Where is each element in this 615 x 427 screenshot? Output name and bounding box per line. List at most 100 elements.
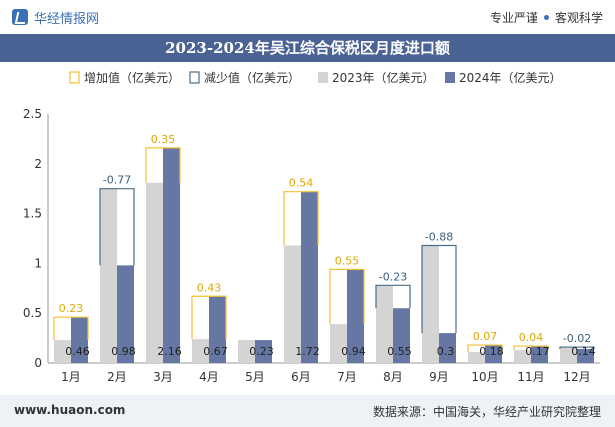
bar-2023 (468, 352, 485, 363)
legend-label-3: 2024年（亿美元） (459, 70, 562, 85)
value-label-2024: 0.98 (111, 345, 136, 358)
x-tick-label: 5月 (245, 370, 265, 384)
x-tick-label: 7月 (337, 370, 357, 384)
x-tick-label: 11月 (517, 370, 544, 384)
bar-2024 (255, 340, 272, 363)
bullet-dot-icon (543, 15, 549, 20)
bar-2024 (347, 269, 364, 363)
footer: www.huaon.com 数据来源：中国海关，华经产业研究院整理 (0, 395, 615, 427)
change-label: 0.07 (473, 330, 498, 343)
x-tick-label: 10月 (471, 370, 498, 384)
bar-2023 (238, 340, 255, 363)
value-label-2024: 0.55 (387, 345, 412, 358)
change-label: -0.77 (103, 174, 131, 187)
x-tick-label: 8月 (383, 370, 403, 384)
bar-2023 (54, 340, 71, 363)
chart-title: 2023-2024年吴江综合保税区月度进口额 (0, 34, 615, 62)
change-label: -0.02 (563, 332, 591, 345)
bar-2024 (485, 345, 502, 363)
increase-box (283, 191, 319, 246)
decrease-box (375, 284, 411, 309)
value-label-2024: 2.16 (157, 345, 182, 358)
value-label-2024: 0.67 (203, 345, 228, 358)
bar-2023 (284, 245, 301, 363)
x-tick-label: 2月 (107, 370, 127, 384)
bar-2024 (163, 147, 180, 363)
bar-2024 (439, 333, 456, 363)
value-label-2024: 0.14 (571, 345, 596, 358)
footer-url[interactable]: www.huaon.com (14, 403, 126, 417)
x-tick-label: 9月 (429, 370, 449, 384)
axes: 0 0.5 1 1.5 2 2.5 1月 2月 3月 4月 5月 6月 7月 8月 9月 10月 11月 12月 (23, 107, 600, 384)
legend-label-2: 2023年（亿美元） (332, 70, 435, 85)
increase-box (329, 268, 365, 325)
value-label-2024: 0.23 (249, 345, 274, 358)
increase-box (467, 344, 503, 353)
legend-label-0: 增加值（亿美元） (84, 70, 180, 85)
value-label-2024: 0.18 (479, 345, 504, 358)
increase-box (53, 316, 89, 341)
change-label: 0.43 (197, 281, 222, 294)
brand-logo-icon (12, 9, 28, 25)
y-tick-label: 2.5 (23, 107, 42, 121)
tagline-left: 专业严谨 (489, 11, 538, 25)
x-tick-label: 3月 (153, 370, 173, 384)
value-label-2024: 0.3 (437, 345, 455, 358)
legend-swatch-2 (318, 72, 328, 83)
change-label: 0.54 (289, 177, 314, 190)
bar-2024 (531, 346, 548, 363)
y-tick-label: 0.5 (23, 306, 42, 320)
tagline-right: 客观科学 (554, 11, 603, 25)
data-labels: 0.23 0.46 -0.77 0.98 0.35 2.16 0.43 0.67 0.23 0.5… (59, 133, 596, 358)
change-label: 0.55 (335, 254, 360, 267)
legend-swatch-3 (445, 72, 455, 83)
bar-2024 (301, 191, 318, 363)
change-label: -0.88 (425, 230, 453, 243)
brand-name: 华经情报网 (34, 11, 100, 27)
bar-2023 (100, 188, 117, 363)
chart: 增加值（亿美元） 减少值（亿美元） 2023年（亿美元） 2024年（亿美元） 0 0.… (23, 70, 600, 384)
bar-2024 (209, 296, 226, 363)
bar-2024 (117, 265, 134, 363)
x-tick-label: 1月 (61, 370, 81, 384)
footer-source: 数据来源：中国海关，华经产业研究院整理 (372, 405, 601, 419)
y-tick-label: 1 (34, 256, 42, 270)
bar-2023 (422, 245, 439, 363)
y-tick-label: 0 (34, 356, 42, 370)
y-tick-label: 2 (34, 157, 42, 171)
increase-box (191, 295, 227, 340)
bar-2023 (192, 339, 209, 363)
increase-box (513, 345, 549, 351)
bar-2023 (376, 285, 393, 363)
change-label: 0.23 (59, 302, 84, 315)
value-label-2024: 0.94 (341, 345, 366, 358)
value-label-2024: 0.46 (65, 345, 90, 358)
increase-box (145, 147, 181, 183)
value-label-2024: 1.72 (295, 345, 320, 358)
bar-2023 (560, 347, 577, 363)
x-tick-label: 12月 (563, 370, 590, 384)
brand: 华经情报网 (12, 8, 100, 27)
decrease-box (559, 346, 595, 350)
bar-2023 (330, 324, 347, 363)
legend-swatch-1 (189, 71, 200, 84)
bars (53, 147, 595, 363)
decrease-box (99, 188, 135, 266)
bar-2024 (577, 349, 594, 363)
tagline: 专业严谨 客观科学 (490, 9, 603, 26)
decrease-box (421, 244, 457, 334)
change-label: 0.35 (151, 133, 176, 146)
change-label: 0.04 (519, 331, 544, 344)
legend-label-1: 减少值（亿美元） (204, 70, 300, 85)
bar-2023 (514, 350, 531, 363)
y-tick-label: 1.5 (23, 207, 42, 221)
bar-2024 (71, 317, 88, 363)
value-label-2024: 0.17 (525, 345, 550, 358)
x-tick-label: 6月 (291, 370, 311, 384)
top-bar: 华经情报网 专业严谨 客观科学 (0, 0, 615, 34)
change-label: -0.23 (379, 270, 407, 283)
bar-2024 (393, 308, 410, 363)
x-tick-label: 4月 (199, 370, 219, 384)
legend: 增加值（亿美元） 减少值（亿美元） 2023年（亿美元） 2024年（亿美元） (69, 70, 562, 85)
bar-2023 (146, 182, 163, 363)
